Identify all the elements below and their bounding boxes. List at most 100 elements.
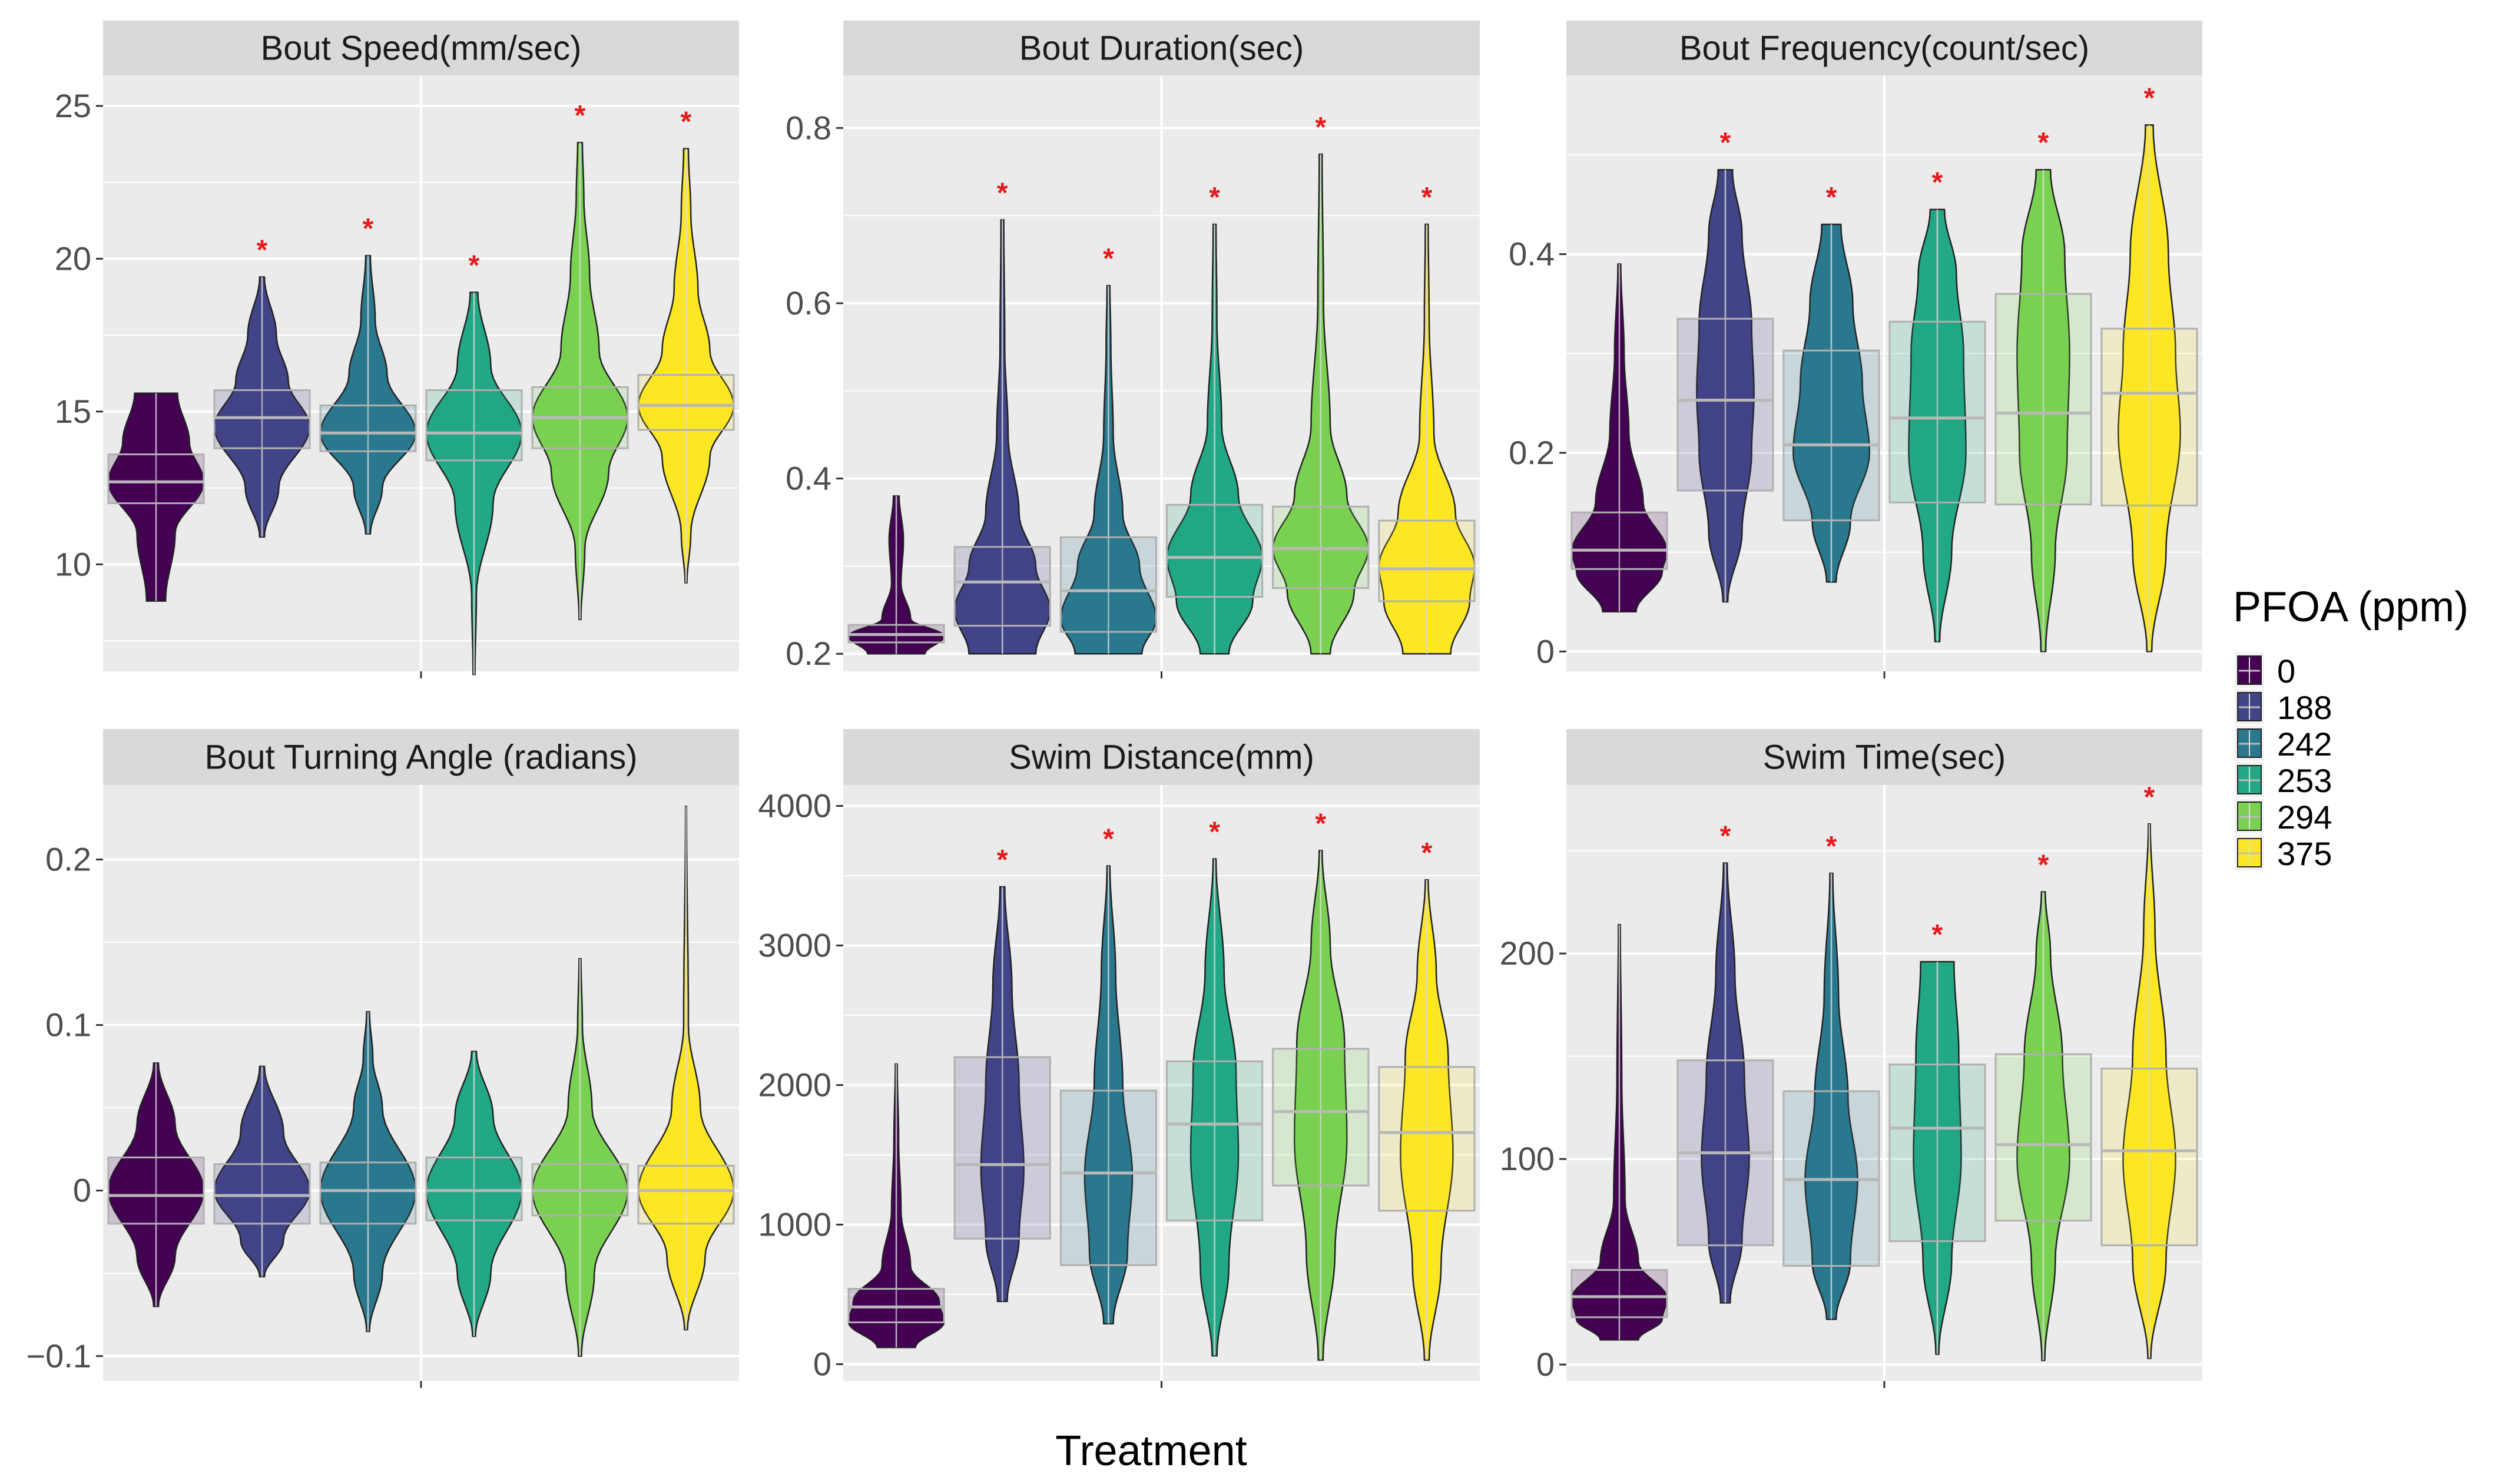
significance-star: * <box>1826 831 1837 862</box>
box-375 <box>1378 1066 1476 1212</box>
box-0 <box>107 453 205 505</box>
box-242 <box>319 404 417 452</box>
group-242 <box>319 1011 417 1332</box>
legend-key-188: 188 <box>2235 689 2332 726</box>
legend-key-253: 253 <box>2235 762 2332 799</box>
group-375: * <box>2100 82 2198 652</box>
box-294 <box>1994 293 2092 506</box>
group-242: * <box>1782 831 1880 1320</box>
panel-strip <box>103 729 739 785</box>
group-188: * <box>1676 127 1774 603</box>
legend-title: PFOA (ppm) <box>2233 584 2468 631</box>
panel-strip <box>843 729 1480 785</box>
panel-title: Bout Speed(mm/sec) <box>261 29 582 68</box>
group-0 <box>847 1063 945 1349</box>
group-253: * <box>1888 919 1986 1355</box>
group-188: * <box>953 178 1051 655</box>
group-375: * <box>2100 781 2198 1359</box>
significance-star: * <box>997 844 1008 876</box>
group-242: * <box>1782 182 1880 583</box>
box-253 <box>1166 1060 1264 1221</box>
significance-star: * <box>1421 837 1433 869</box>
box-294 <box>1994 1053 2092 1222</box>
y-tick-label: 25 <box>55 87 91 124</box>
significance-star: * <box>363 213 374 244</box>
y-tick-label: 0.1 <box>45 1006 91 1044</box>
panel-2: Bout Duration(sec) 0.2 0.4 0.6 0.8 * * * * * <box>786 21 1480 678</box>
box-0 <box>1570 511 1668 570</box>
group-188 <box>213 1065 311 1278</box>
group-253 <box>425 1051 523 1337</box>
box-375 <box>2100 327 2198 506</box>
significance-star: * <box>1103 823 1114 854</box>
y-tick-label: 1000 <box>758 1206 831 1243</box>
group-188: * <box>1676 821 1774 1304</box>
box-242 <box>1059 536 1157 633</box>
panel-strip <box>1566 21 2202 75</box>
significance-star: * <box>2144 781 2155 813</box>
x-axis-title: Treatment <box>1055 1427 1247 1475</box>
y-tick-label: 0.4 <box>786 460 831 497</box>
y-tick-label: 0.6 <box>786 284 831 322</box>
group-253: * <box>1888 167 1986 642</box>
significance-star: * <box>1315 112 1326 143</box>
box-188 <box>1676 317 1774 492</box>
y-tick-label: 3000 <box>758 927 831 964</box>
group-294: * <box>531 100 629 621</box>
y-tick-label: 15 <box>55 393 91 430</box>
significance-star: * <box>2038 849 2049 880</box>
y-tick-label: 0.4 <box>1509 236 1555 273</box>
panel-title: Bout Frequency(count/sec) <box>1679 29 2089 68</box>
box-188 <box>953 1056 1051 1240</box>
group-375: * <box>1378 837 1476 1361</box>
group-253: * <box>425 250 523 675</box>
legend-key-242: 242 <box>2235 726 2332 763</box>
group-294: * <box>1994 849 2092 1362</box>
y-tick-label: 0.2 <box>786 635 831 672</box>
significance-star: * <box>1720 127 1731 158</box>
panel-1: Bout Speed(mm/sec) 10 15 20 25 * * * * * <box>55 21 739 678</box>
group-0 <box>847 495 945 655</box>
box-242 <box>319 1161 417 1225</box>
group-242: * <box>1059 243 1157 655</box>
significance-star: * <box>469 250 480 281</box>
significance-star: * <box>1932 167 1943 198</box>
significance-star: * <box>2038 127 2049 158</box>
panel-4: Bout Turning Angle (radians) −0.1 0 0.1 0.2 <box>26 729 739 1388</box>
box-375 <box>637 1165 735 1225</box>
box-188 <box>213 1163 311 1225</box>
group-294: * <box>1994 127 2092 652</box>
panel-title: Bout Duration(sec) <box>1019 29 1304 68</box>
significance-star: * <box>1103 243 1114 274</box>
box-242 <box>1059 1089 1157 1266</box>
y-tick-label: 0 <box>1536 632 1555 670</box>
significance-star: * <box>2144 82 2155 114</box>
group-294: * <box>1272 808 1370 1361</box>
group-242: * <box>1059 823 1157 1325</box>
significance-star: * <box>1209 817 1220 848</box>
group-294 <box>531 958 629 1357</box>
y-tick-label: 0.2 <box>45 841 91 878</box>
group-375: * <box>637 107 735 584</box>
group-188: * <box>953 844 1051 1303</box>
box-188 <box>953 546 1051 627</box>
box-253 <box>425 389 523 462</box>
y-tick-label: 0 <box>73 1172 91 1209</box>
box-375 <box>2100 1068 2198 1247</box>
y-tick-label: 2000 <box>758 1066 831 1104</box>
y-tick-label: 0 <box>813 1346 831 1383</box>
panel-title: Swim Time(sec) <box>1763 738 2006 777</box>
box-0 <box>1570 1269 1668 1319</box>
significance-star: * <box>257 235 268 266</box>
significance-star: * <box>1720 821 1731 852</box>
group-294: * <box>1272 112 1370 655</box>
panel-title: Swim Distance(mm) <box>1009 738 1314 777</box>
box-253 <box>425 1157 523 1221</box>
group-0 <box>1570 924 1668 1341</box>
group-375: * <box>1378 182 1476 655</box>
group-0 <box>107 1062 205 1307</box>
y-tick-label: 100 <box>1500 1140 1555 1177</box>
group-0 <box>1570 263 1668 613</box>
